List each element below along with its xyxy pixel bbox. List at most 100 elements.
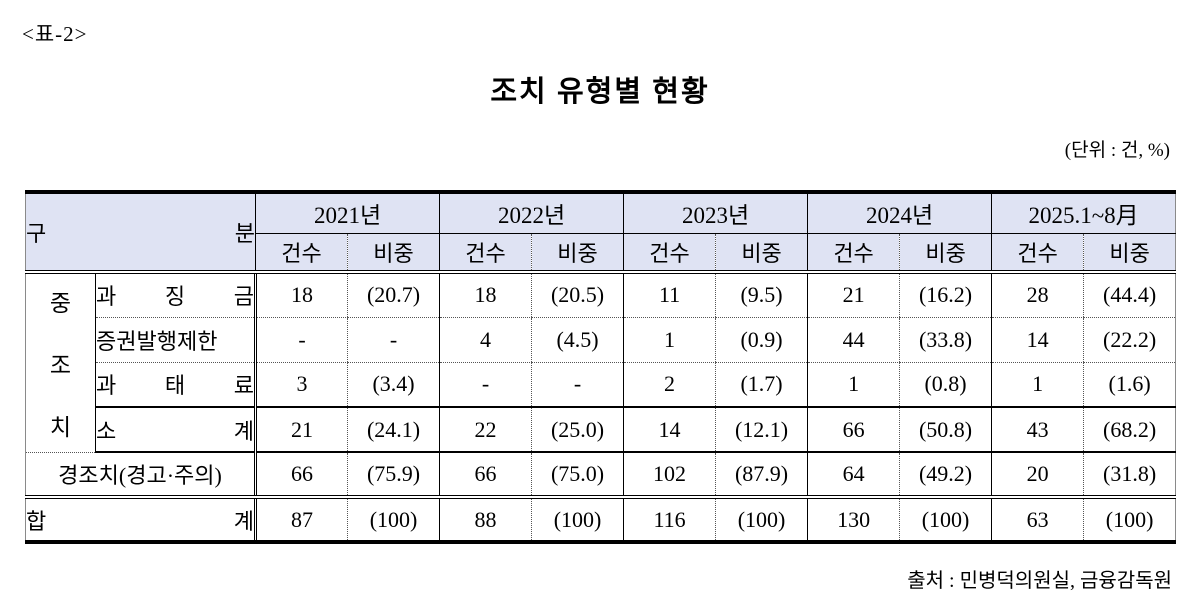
cell-count: 21 xyxy=(807,272,900,318)
cell-ratio: (68.2) xyxy=(1083,407,1176,453)
table-row-total: 합 계 87 (100) 88 (100) 116 (100) 130 (100… xyxy=(26,497,1176,542)
cell-ratio: (31.8) xyxy=(1083,452,1176,499)
table-row-penalty: 과 태 료 3 (3.4) - - 2 (1.7) 1 (0.8) 1 (1.6… xyxy=(26,362,1176,408)
cell-count: - xyxy=(439,362,532,408)
row-label-subtotal: 소 계 xyxy=(94,407,256,453)
cell-count: 43 xyxy=(991,407,1084,453)
cell-count: 11 xyxy=(623,272,716,318)
cell-count: 2 xyxy=(623,362,716,408)
cell-count: 66 xyxy=(439,452,532,499)
cell-count: 66 xyxy=(254,452,348,499)
cell-ratio: (20.7) xyxy=(347,272,440,318)
cell-ratio: (3.4) xyxy=(347,362,440,408)
data-table: 구 분 2021년 2022년 2023년 2024년 2025.1~8月 건수… xyxy=(25,190,1177,544)
table-row-subtotal: 소 계 21 (24.1) 22 (25.0) 14 (12.1) 66 (50… xyxy=(26,407,1176,453)
cell-ratio: (100) xyxy=(1083,497,1176,542)
cell-ratio: (12.1) xyxy=(715,407,808,453)
source-label: 출처 : 민병덕의원실, 금융감독원 xyxy=(907,570,1172,592)
cell-ratio: (9.5) xyxy=(715,272,808,318)
cell-ratio: (22.2) xyxy=(1083,317,1176,363)
cell-count: 130 xyxy=(807,497,900,542)
cell-ratio: (16.2) xyxy=(899,272,992,318)
cell-ratio: (0.8) xyxy=(899,362,992,408)
cell-count: 88 xyxy=(439,497,532,542)
cell-ratio: - xyxy=(531,362,624,408)
vertical-text: 중 조 치 xyxy=(26,284,95,442)
corner-header: 구 분 xyxy=(25,192,257,274)
row-label-fine: 과 징 금 xyxy=(94,272,256,318)
cell-count: 1 xyxy=(991,362,1084,408)
cell-ratio: (44.4) xyxy=(1083,272,1176,318)
cell-count: 87 xyxy=(254,497,348,542)
col-header-2023: 2023년 xyxy=(623,192,808,234)
table-row-minor-action: 경조치(경고·주의) 66 (75.9) 66 (75.0) 102 (87.9… xyxy=(25,452,1176,499)
table-tag: <표-2> xyxy=(22,22,88,46)
cell-ratio: (100) xyxy=(899,497,992,542)
cell-ratio: (1.7) xyxy=(715,362,808,408)
cell-count: 22 xyxy=(439,407,532,453)
sub-header-ratio: 비중 xyxy=(715,233,808,274)
cell-ratio: (4.5) xyxy=(531,317,624,363)
sub-header-ratio: 비중 xyxy=(531,233,624,274)
cell-count: - xyxy=(254,317,348,363)
cell-count: 1 xyxy=(807,362,900,408)
cell-count: 1 xyxy=(623,317,716,363)
group-char: 치 xyxy=(49,414,72,440)
cell-ratio: (0.9) xyxy=(715,317,808,363)
row-label-issuance-restriction: 증권발행제한 xyxy=(94,317,256,363)
cell-count: 21 xyxy=(254,407,348,453)
cell-count: 63 xyxy=(991,497,1084,542)
cell-ratio: (87.9) xyxy=(715,452,808,499)
cell-ratio: (100) xyxy=(715,497,808,542)
cell-count: 3 xyxy=(254,362,348,408)
cell-ratio: (50.8) xyxy=(899,407,992,453)
row-label-minor-action: 경조치(경고·주의) xyxy=(25,452,256,499)
row-label-total: 합 계 xyxy=(26,508,255,534)
sub-header-ratio: 비중 xyxy=(347,233,440,274)
header-row-sub: 건수 비중 건수 비중 건수 비중 건수 비중 건수 비중 xyxy=(26,233,1176,274)
header-row-years: 구 분 2021년 2022년 2023년 2024년 2025.1~8月 xyxy=(25,192,1176,274)
cell-count: 66 xyxy=(807,407,900,453)
cell-count: 14 xyxy=(623,407,716,453)
cell-ratio: (1.6) xyxy=(1083,362,1176,408)
cell-count: 28 xyxy=(991,272,1084,318)
cell-ratio: (20.5) xyxy=(531,272,624,318)
col-header-2022: 2022년 xyxy=(439,192,624,234)
cell-ratio: (75.0) xyxy=(531,452,624,499)
cell-ratio: (33.8) xyxy=(899,317,992,363)
sub-header-count: 건수 xyxy=(623,233,716,274)
col-header-2024: 2024년 xyxy=(807,192,992,234)
cell-ratio: (100) xyxy=(531,497,624,542)
table-row-fine: 중 조 치 과 징 금 18 (20.7) 18 (20.5) 11 (9.5)… xyxy=(25,272,1176,453)
sub-header-count: 건수 xyxy=(255,233,348,274)
sub-header-ratio: 비중 xyxy=(899,233,992,274)
group-label-heavy-actions: 중 조 치 xyxy=(25,272,96,453)
sub-header-count: 건수 xyxy=(807,233,900,274)
cell-count: 18 xyxy=(254,272,348,318)
cell-ratio: (100) xyxy=(347,497,440,542)
cell-ratio: (25.0) xyxy=(531,407,624,453)
cell-count: 64 xyxy=(807,452,900,499)
group-char: 조 xyxy=(49,352,72,378)
cell-count: 116 xyxy=(623,497,716,542)
table-row-issuance-restriction: 증권발행제한 - - 4 (4.5) 1 (0.9) 44 (33.8) 14 … xyxy=(26,317,1176,363)
group-char: 중 xyxy=(49,290,72,316)
cell-count: 4 xyxy=(439,317,532,363)
unit-label: (단위 : 건, %) xyxy=(1064,140,1170,161)
col-header-2025: 2025.1~8月 xyxy=(991,192,1176,234)
sub-header-count: 건수 xyxy=(991,233,1084,274)
col-header-2021: 2021년 xyxy=(255,192,440,234)
sub-header-count: 건수 xyxy=(439,233,532,274)
sub-header-ratio: 비중 xyxy=(1083,233,1176,274)
cell-ratio: (24.1) xyxy=(347,407,440,453)
cell-ratio: (49.2) xyxy=(899,452,992,499)
row-label-penalty: 과 태 료 xyxy=(94,362,256,408)
cell-count: 14 xyxy=(991,317,1084,363)
cell-ratio: (75.9) xyxy=(347,452,440,499)
cell-count: 18 xyxy=(439,272,532,318)
cell-ratio: - xyxy=(347,317,440,363)
cell-count: 20 xyxy=(991,452,1084,499)
cell-count: 102 xyxy=(623,452,716,499)
page-title: 조치 유형별 현황 xyxy=(490,76,710,108)
